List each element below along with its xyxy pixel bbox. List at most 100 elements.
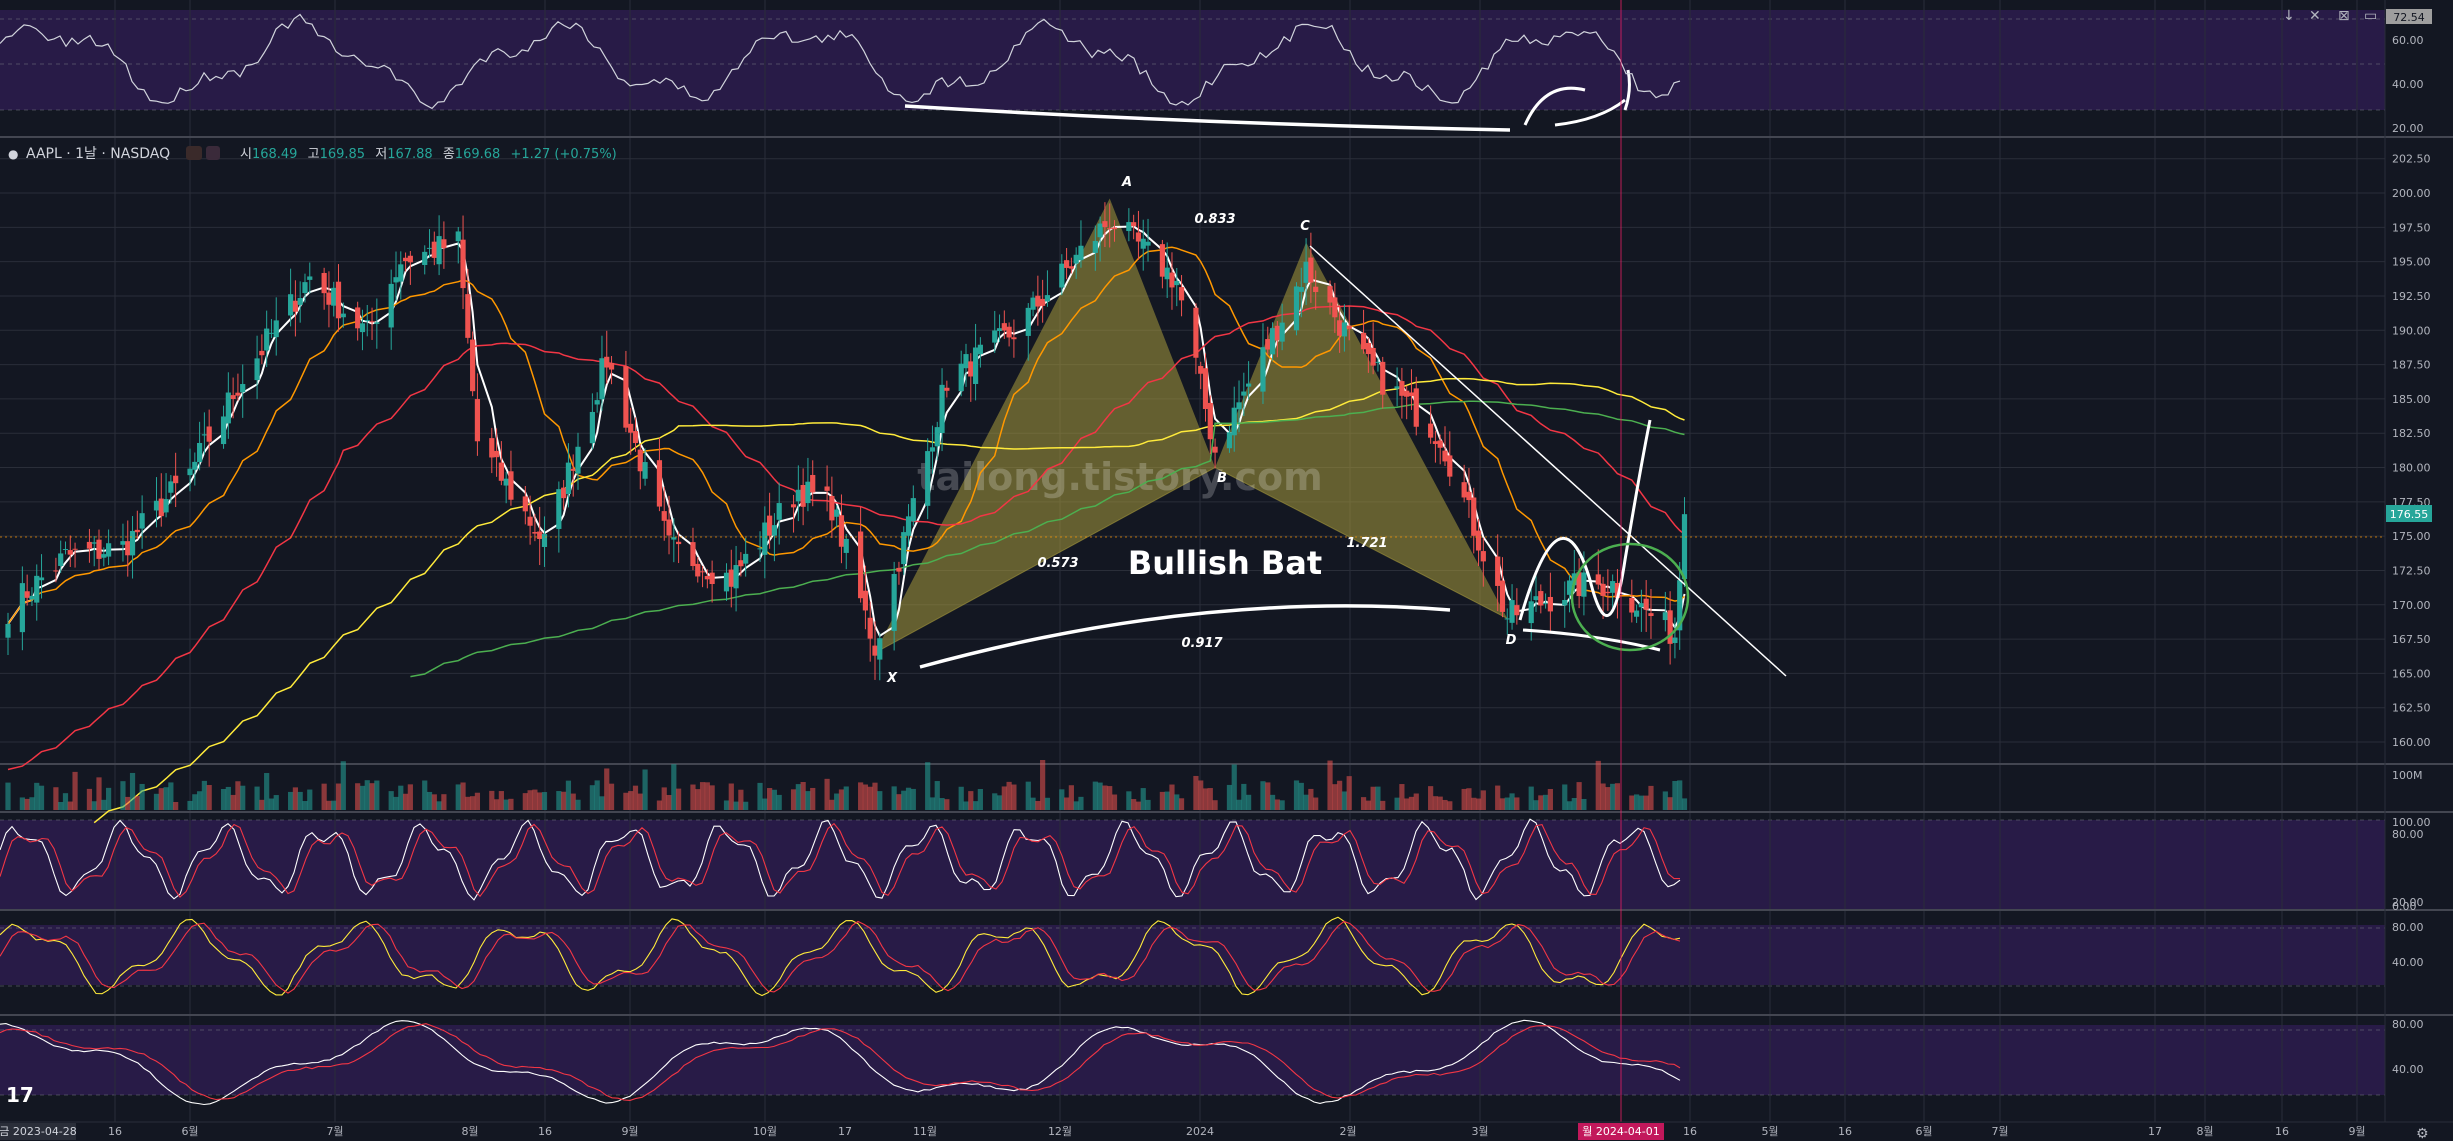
volume-bar [120, 781, 126, 810]
volume-bar [1178, 798, 1185, 810]
candle-body [407, 255, 413, 263]
move-down-icon[interactable]: ↓ [2283, 8, 2295, 24]
time-axis[interactable]: 16 6월 7월 8월 16 9월 10월 17 11월 12월 2024 2월 3월 16 5월 16 6월 7… [108, 1125, 2366, 1138]
volume-bar [771, 789, 777, 810]
volume-bar [1528, 786, 1534, 810]
volume-bar [1542, 794, 1549, 810]
candle-body [1394, 386, 1400, 389]
volume-bar [867, 786, 873, 810]
volume-bar [925, 762, 931, 810]
pattern-triangle-bcd [1215, 242, 1508, 619]
osc-tick-label: 80.00 [2392, 921, 2424, 934]
volume-bar [608, 783, 615, 810]
candle-body [1006, 326, 1012, 338]
candle-body [1375, 361, 1381, 363]
volume-bar [704, 782, 710, 810]
pattern-point-d: D [1506, 633, 1517, 648]
watermark: tailong.tistory.com [917, 455, 1322, 499]
delete-pane-icon[interactable]: ⊠ [2338, 8, 2350, 24]
curved-base-line [919, 604, 1451, 669]
window-controls[interactable]: ↓ ✕ ⊠ ▭ [2283, 8, 2377, 24]
volume-bar [934, 781, 940, 810]
moving-averages [7, 225, 1686, 824]
tradingview-logo-icon[interactable]: 17 [6, 1083, 34, 1107]
candle-body [120, 541, 126, 545]
menu-icon[interactable] [206, 146, 220, 160]
candle-body [565, 462, 572, 495]
volume-bar [891, 786, 897, 810]
volume-bar [1595, 760, 1601, 810]
time-tick-label: 16 [108, 1125, 122, 1138]
stoch1-d-line [0, 822, 1680, 898]
volume-bar [522, 793, 528, 810]
volume-bar [1073, 801, 1079, 810]
volume-bar [129, 772, 136, 810]
time-tick-label: 11월 [913, 1125, 937, 1138]
candle-body [537, 531, 543, 540]
candle-body [1337, 320, 1343, 336]
price-tick-label: 160.00 [2392, 736, 2431, 749]
time-tick-label: 16 [1683, 1125, 1697, 1138]
candle-body [292, 300, 298, 312]
candle-body [29, 595, 35, 600]
volume-bar [929, 797, 936, 810]
volume-bar [1614, 783, 1621, 810]
candle-body [1097, 223, 1103, 238]
symbol-title[interactable]: AAPL · 1날 · NASDAQ [26, 146, 170, 162]
selected-date-label: 금 2023-04-28 [0, 1125, 77, 1138]
volume-bar [589, 785, 595, 810]
candle-body [335, 281, 342, 319]
osc-tick-label: 40.00 [2392, 956, 2424, 969]
volume-bar [67, 801, 73, 810]
candle-body [1174, 280, 1180, 286]
candle-body [1126, 222, 1132, 232]
candle-body [187, 468, 193, 476]
volume-bar [465, 796, 471, 810]
settings-gear-icon[interactable]: ⚙ [2416, 1126, 2429, 1141]
volume-bar [1471, 797, 1477, 810]
candle-body [1576, 572, 1582, 597]
volume-bar [1341, 791, 1348, 810]
volume-bar [1399, 784, 1405, 810]
time-tick-label: 9월 [2348, 1125, 2365, 1138]
candle-body [1293, 286, 1300, 331]
candle-body [125, 541, 131, 556]
volume-bar [1097, 782, 1103, 810]
legend-bullet: ● [8, 147, 18, 161]
legend-header[interactable]: ● AAPL · 1날 · NASDAQ 시168.49 고169.85 저16… [8, 146, 617, 162]
candle-body [829, 495, 835, 521]
candle-body [767, 515, 773, 536]
candle-body [671, 537, 677, 540]
volume-bar [197, 791, 203, 810]
volume-bar [599, 796, 605, 810]
close-pane-icon[interactable]: ✕ [2309, 8, 2321, 24]
volume-bar [1226, 784, 1233, 810]
candle-body [896, 567, 902, 572]
volume-bar [1442, 799, 1448, 810]
volume-bar [1480, 790, 1486, 810]
candle-body [522, 496, 528, 512]
volume-bar [661, 787, 667, 810]
candle-body [570, 468, 576, 471]
volume-bar [355, 783, 361, 810]
candle-body [1193, 307, 1199, 358]
pattern-ratio-bcd: 1.721 [1346, 536, 1387, 551]
volume-bar [805, 791, 811, 810]
candle-body [1236, 402, 1242, 410]
volume-bar [537, 792, 543, 810]
volume-bar [1365, 800, 1371, 810]
candle-body [503, 478, 509, 486]
alert-icon[interactable] [186, 146, 202, 160]
volume-bar [1198, 780, 1204, 810]
volume-bar [541, 792, 548, 810]
maximize-pane-icon[interactable]: ▭ [2364, 8, 2377, 24]
candle-body [709, 572, 715, 585]
candle-body [992, 330, 998, 343]
volume-bar [86, 788, 93, 810]
candle-body [1164, 267, 1170, 280]
volume-bar [1509, 793, 1515, 810]
volume-bar [896, 794, 902, 810]
volume-bar [62, 793, 69, 810]
candle-body [944, 387, 950, 391]
